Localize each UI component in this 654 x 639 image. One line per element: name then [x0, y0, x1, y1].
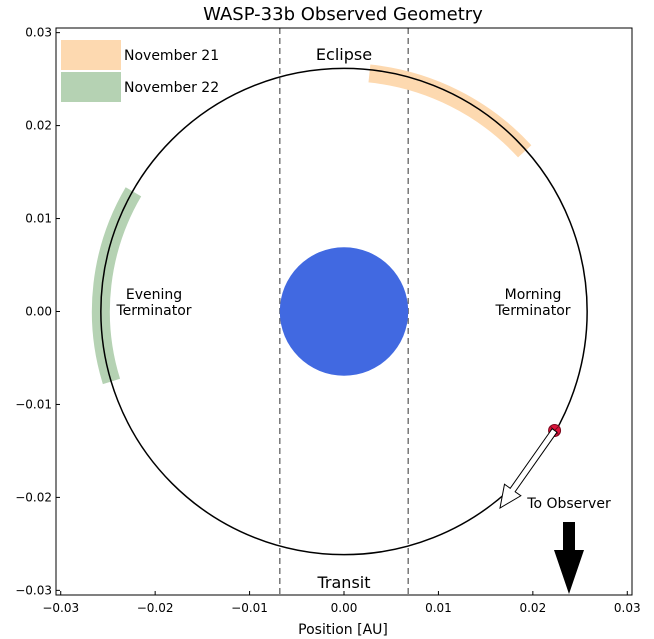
observer-arrow-shape: [499, 428, 558, 509]
x-tick-label: −0.01: [231, 601, 268, 615]
x-tick-label: 0.01: [425, 601, 452, 615]
x-tick-label: 0.02: [519, 601, 546, 615]
morning-label-line-2: Terminator: [494, 303, 570, 319]
y-tick-label: 0.01: [25, 212, 52, 226]
legend: November 21 November 22: [61, 40, 219, 102]
x-tick-label: 0.00: [331, 601, 358, 615]
y-tick-label: −0.03: [15, 583, 52, 597]
legend-label-1: November 21: [124, 48, 219, 64]
evening-label-line-2: Terminator: [115, 303, 191, 319]
evening-label-line-1: Evening: [126, 287, 182, 303]
star: [279, 247, 409, 376]
y-tick-label: 0.03: [25, 26, 52, 40]
x-axis-ticks: −0.03 −0.02 −0.01 0.00 0.01 0.02 0.03: [42, 591, 641, 615]
transit-label: Transit: [317, 573, 371, 592]
y-tick-label: 0.00: [25, 305, 52, 319]
legend-swatch-1: [61, 40, 121, 70]
x-axis-label: Position [AU]: [298, 622, 388, 638]
chart-title: WASP-33b Observed Geometry: [203, 4, 483, 25]
morning-label-line-1: Morning: [505, 287, 562, 303]
legend-label-2: November 22: [124, 80, 219, 96]
down-arrow-shape: [554, 522, 584, 594]
y-axis-ticks: 0.03 0.02 0.01 0.00 −0.01 −0.02 −0.03: [15, 26, 60, 597]
y-tick-label: −0.01: [15, 397, 52, 411]
plot-area: EclipseTransitEveningTerminatorMorningTe…: [91, 28, 611, 595]
x-tick-label: −0.02: [137, 601, 174, 615]
annotations: EclipseTransitEveningTerminatorMorningTe…: [115, 45, 610, 592]
orbit-circle: [100, 67, 588, 556]
y-tick-label: −0.02: [15, 490, 52, 504]
down-arrow-icon: [554, 522, 584, 594]
y-tick-label: 0.02: [25, 119, 52, 133]
x-tick-label: −0.03: [42, 601, 79, 615]
observer-label: To Observer: [526, 496, 611, 512]
eclipse-label: Eclipse: [316, 45, 372, 64]
legend-swatch-2: [61, 72, 121, 102]
arc-series-1: [368, 64, 532, 158]
observer-arrow: [499, 428, 558, 509]
x-tick-label: 0.03: [614, 601, 641, 615]
